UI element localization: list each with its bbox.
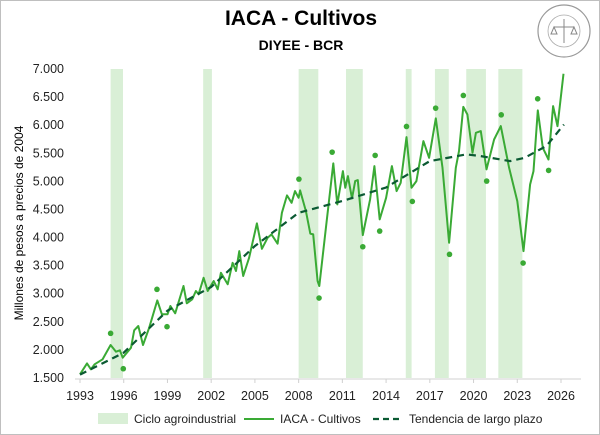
iaca-cultivos-line — [79, 73, 565, 375]
cycle-band — [346, 69, 363, 378]
cycle-band — [466, 69, 486, 378]
trend-line — [79, 123, 565, 376]
turning-point-marker — [329, 149, 335, 155]
turning-point-marker — [107, 330, 114, 337]
y-tick-label: 4.500 — [33, 202, 64, 216]
cycle-band — [405, 69, 412, 378]
turning-point-marker — [534, 96, 541, 102]
cycle-band — [110, 69, 123, 378]
x-tick-label: 2002 — [197, 389, 225, 403]
chart-subtitle: DIYEE - BCR — [258, 37, 344, 53]
x-tick-label: 2005 — [241, 389, 269, 403]
bcr-logo — [537, 4, 591, 58]
turning-point-marker — [316, 295, 322, 301]
legend-swatch-band — [98, 413, 128, 424]
cycle-band — [498, 69, 523, 378]
x-tick-label: 1993 — [66, 389, 94, 403]
y-tick-label: 6.500 — [33, 90, 64, 104]
y-tick-label: 7.000 — [33, 62, 64, 76]
y-tick-label: 6.000 — [33, 118, 64, 132]
x-tick-label: 2026 — [547, 389, 575, 403]
cycle-band — [203, 69, 212, 378]
cycle-band — [434, 69, 449, 378]
turning-point-marker — [409, 198, 416, 205]
x-tick-label: 2011 — [329, 389, 356, 403]
y-tick-label: 3.500 — [33, 259, 64, 273]
turning-point-marker — [498, 112, 505, 118]
chart-title: IACA - Cultivos — [224, 7, 378, 30]
turning-point-marker — [446, 251, 453, 258]
x-tick-label: 2008 — [285, 389, 313, 403]
turning-point-marker — [154, 286, 160, 293]
turning-point-marker — [120, 365, 127, 372]
y-tick-label: 1.500 — [33, 371, 64, 385]
x-tick-label: 1999 — [154, 389, 182, 403]
y-tick-label: 2.000 — [33, 343, 64, 357]
turning-point-marker — [372, 152, 378, 159]
turning-point-marker — [164, 323, 170, 330]
y-tick-label: 3.000 — [33, 287, 64, 301]
y-tick-label: 2.500 — [33, 315, 64, 329]
turning-point-marker — [520, 260, 526, 266]
turning-point-marker — [296, 176, 302, 182]
y-tick-label: 5.000 — [33, 174, 64, 188]
turning-point-marker — [460, 92, 467, 99]
x-tick-label: 2023 — [503, 389, 531, 403]
x-tick-label: 2014 — [372, 389, 400, 403]
turning-point-marker — [545, 167, 552, 174]
turning-point-marker — [403, 123, 410, 130]
x-tick-label: 2017 — [416, 389, 444, 403]
turning-point-marker — [483, 178, 490, 184]
y-tick-label: 4.000 — [33, 231, 64, 245]
legend-label-trend: Tendencia de largo plazo — [409, 412, 543, 426]
legend-label-band: Ciclo agroindustrial — [134, 412, 236, 426]
legend-label-series: IACA - Cultivos — [280, 412, 361, 426]
turning-point-marker — [376, 228, 383, 234]
y-tick-label: 5.500 — [33, 146, 64, 160]
x-tick-label: 1996 — [110, 389, 138, 403]
turning-point-marker — [359, 243, 366, 250]
x-tick-label: 2020 — [460, 389, 488, 403]
turning-point-marker — [432, 105, 439, 111]
